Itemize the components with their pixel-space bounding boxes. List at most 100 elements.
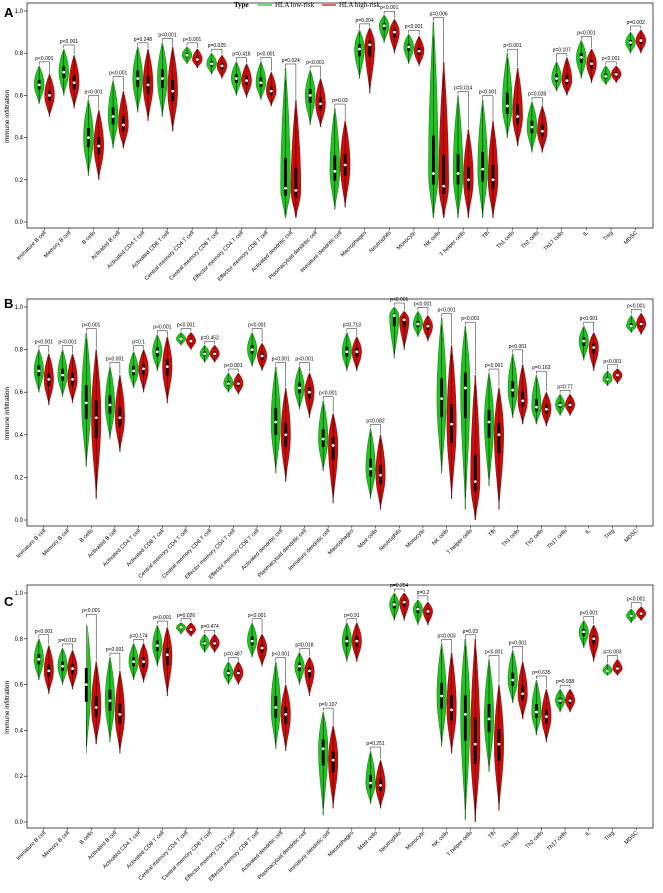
median-dot	[284, 186, 287, 190]
x-tick-label: NK cells	[423, 230, 442, 249]
significance-bracket	[211, 48, 223, 55]
panel-b: B Immune infiltration 0.0 0.2 0.4 0.6 0.8 1.0 p<…	[4, 296, 654, 581]
median-dot	[47, 669, 51, 673]
median-dot	[343, 163, 347, 167]
p-value-label: p<0.001	[627, 597, 645, 603]
median-dot	[568, 699, 572, 703]
median-dot	[179, 625, 183, 629]
significance-bracket	[204, 341, 215, 345]
median-dot	[440, 694, 444, 698]
x-tick-label: IL	[585, 830, 593, 838]
significance-bracket	[605, 61, 617, 65]
y-tick-label: 0.0	[15, 820, 24, 826]
box	[402, 317, 406, 328]
p-value-label: p=0.03	[332, 98, 348, 104]
median-dot	[606, 669, 609, 673]
x-tick-label: Mast cells	[357, 528, 379, 550]
median-dot	[582, 630, 586, 634]
median-dot	[62, 70, 66, 74]
p-value-label: p=0.006	[429, 12, 447, 18]
significance-bracket	[236, 57, 247, 63]
box	[463, 372, 467, 419]
x-tick-label: Mast cells	[357, 830, 379, 852]
legend: Type HLA low-risk HLA high-risk	[234, 1, 381, 9]
panel-label: C	[4, 594, 14, 609]
significance-bracket	[559, 684, 571, 689]
median-dot	[298, 386, 301, 390]
box	[331, 751, 335, 773]
median-dot	[84, 683, 88, 686]
median-dot	[269, 89, 273, 93]
significance-bracket	[630, 25, 642, 32]
box	[456, 153, 460, 185]
significance-bracket	[607, 655, 618, 663]
median-dot	[308, 390, 311, 394]
p-value-label: p<0.001	[319, 391, 337, 397]
p-value-label: p=0.03	[463, 629, 479, 635]
box	[442, 155, 446, 195]
p-value-label: p<0.001	[35, 629, 53, 635]
median-dot	[308, 94, 312, 97]
p-value-label: p=0.254	[390, 583, 408, 589]
median-dot	[639, 39, 643, 42]
significance-bracket	[322, 707, 334, 725]
x-tick-label: B cells	[79, 830, 95, 846]
median-dot	[392, 314, 396, 317]
x-tick-label: B cells	[79, 528, 95, 544]
box	[491, 165, 495, 190]
median-dot	[185, 53, 189, 57]
significance-bracket	[186, 42, 198, 48]
y-tick-label: 0.6	[15, 683, 24, 689]
significance-bracket	[180, 618, 192, 622]
x-tick-label: Th1 cells	[501, 830, 521, 850]
box	[505, 92, 509, 114]
median-dot	[227, 671, 230, 675]
x-tick-label: T helper cells	[446, 830, 474, 858]
median-dot	[382, 24, 386, 28]
box	[497, 423, 501, 454]
box	[473, 455, 477, 492]
x-tick-label: Tfh	[487, 830, 497, 840]
median-dot	[171, 89, 175, 93]
median-dot	[136, 77, 140, 80]
p-value-label: p=0.024	[282, 58, 300, 64]
p-value-label: p<0.001	[106, 357, 124, 363]
p-value-label: p<0.001	[248, 323, 266, 329]
median-dot	[521, 692, 525, 696]
box	[463, 695, 467, 741]
x-tick-label: Th17 cells	[546, 528, 568, 550]
x-tick-label: Immature dendritic cell	[288, 528, 332, 572]
p-value-label: p<0.001	[257, 52, 275, 58]
significance-bracket	[157, 620, 168, 627]
p-value-label: p=0.938	[556, 679, 574, 685]
median-dot	[450, 422, 453, 426]
y-tick-label: 0.2	[15, 475, 24, 481]
p-value-label: p<0.001	[158, 33, 176, 39]
median-dot	[333, 169, 337, 173]
p-value-label: p<0.001	[602, 56, 620, 62]
significance-bracket	[109, 362, 121, 375]
significance-bracket	[441, 313, 452, 345]
p-value-label: p=0.204	[356, 18, 374, 24]
median-dot	[111, 115, 115, 118]
significance-bracket	[86, 613, 97, 661]
median-dot	[142, 367, 145, 371]
median-dot	[368, 43, 372, 47]
y-axis-label: Immune infiltration	[4, 387, 11, 440]
median-dot	[165, 653, 169, 657]
median-dot	[379, 473, 382, 477]
box	[369, 775, 372, 789]
median-dot	[284, 433, 288, 437]
x-tick-label: Tfh	[487, 528, 497, 538]
significance-bracket	[275, 362, 286, 387]
median-dot	[37, 658, 41, 661]
plot-frame	[26, 298, 654, 527]
significance-bracket	[512, 349, 523, 364]
y-tick-label: 1.0	[15, 9, 24, 15]
p-value-label: p=0.018	[295, 643, 313, 649]
significance-bracket	[334, 103, 346, 120]
median-dot	[450, 708, 453, 712]
median-dot	[535, 405, 538, 409]
median-dot	[132, 660, 136, 664]
median-dot	[497, 742, 501, 746]
